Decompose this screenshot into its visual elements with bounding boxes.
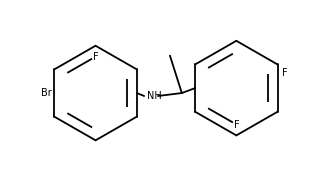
Text: Br: Br	[41, 88, 51, 98]
Text: NH: NH	[147, 91, 161, 101]
Text: F: F	[93, 52, 98, 62]
Text: F: F	[282, 68, 287, 78]
Text: F: F	[233, 120, 239, 131]
